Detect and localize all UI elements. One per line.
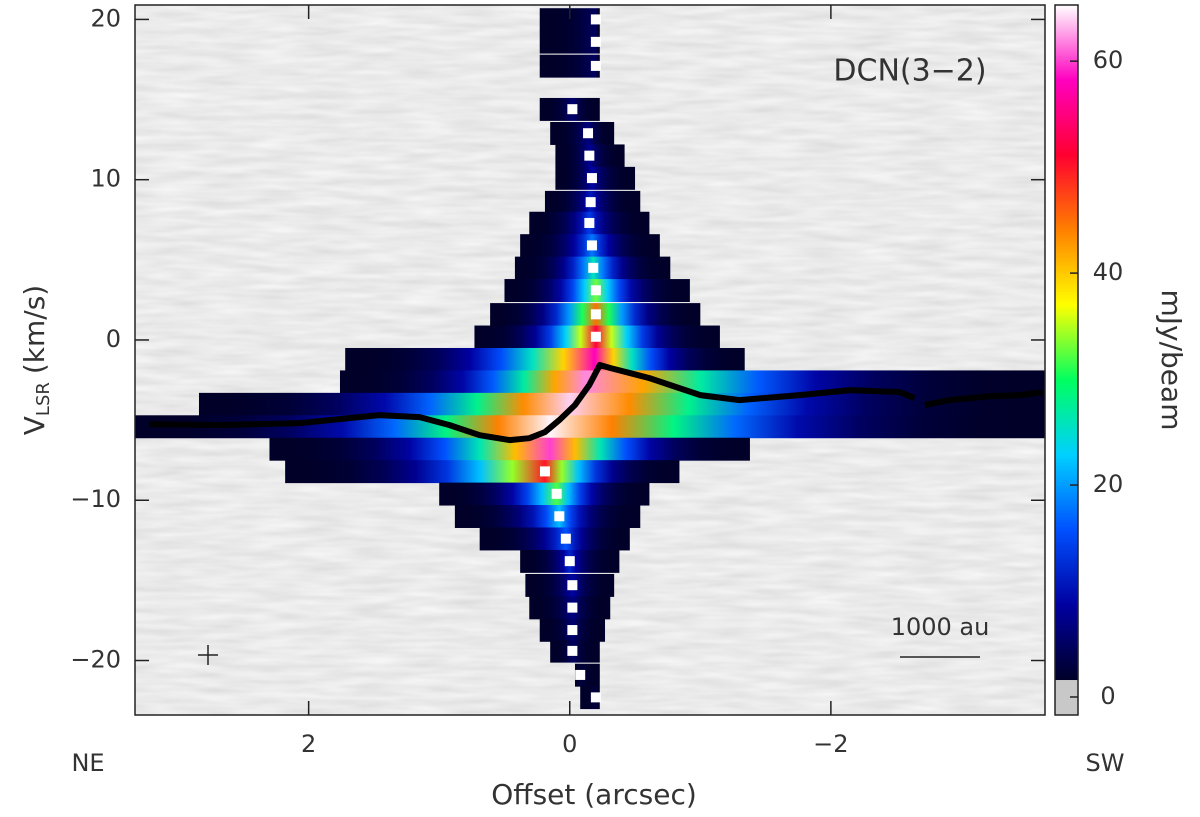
emission-channel — [269, 437, 750, 461]
peak-marker — [590, 60, 601, 71]
y-label-main: V — [18, 416, 51, 435]
peak-marker — [560, 533, 571, 544]
plot-area — [135, 8, 1045, 710]
y-tick-label: 10 — [90, 165, 121, 193]
peak-marker — [585, 197, 596, 208]
peak-marker — [588, 262, 599, 273]
x-tick-label: 2 — [301, 730, 316, 758]
y-label-sub: LSR — [33, 382, 54, 416]
peak-marker — [590, 309, 601, 320]
annotation: DCN(3−2) — [833, 54, 986, 89]
emission-channel — [580, 686, 600, 710]
scale-bar-label: 1000 au — [891, 613, 990, 641]
peak-marker — [584, 217, 595, 228]
x-tick-label: 0 — [562, 730, 577, 758]
peak-marker — [586, 173, 597, 184]
peak-marker — [590, 285, 601, 296]
emission-channel — [574, 663, 600, 687]
beam-marker — [198, 645, 218, 665]
peak-marker — [584, 150, 595, 161]
peak-marker — [590, 36, 601, 47]
peak-marker — [567, 580, 578, 591]
peak-marker — [554, 511, 565, 522]
emission-channel — [539, 8, 600, 32]
emission-channel — [539, 54, 600, 78]
peak-marker — [590, 331, 601, 342]
colorbar-tick-label: 40 — [1093, 258, 1124, 286]
emission-channel — [454, 505, 641, 528]
y-tick-label: −20 — [70, 646, 121, 674]
colorbar-tick-label: 60 — [1093, 46, 1124, 74]
emission-channel — [550, 121, 615, 145]
colorbar-label: mJy/beam — [1155, 290, 1188, 431]
peak-marker — [551, 488, 562, 499]
y-tick-label: 20 — [90, 4, 121, 32]
peak-marker — [575, 669, 586, 680]
y-label-unit: (km/s) — [18, 285, 51, 374]
peak-marker — [583, 128, 594, 139]
colorbar-tick-label: 0 — [1100, 682, 1115, 710]
peak-marker — [590, 14, 601, 25]
plot-frame — [134, 4, 1046, 716]
left-label: NE — [71, 749, 104, 777]
y-axis-label: VLSR (km/s) — [18, 285, 54, 435]
y-tick-label: −10 — [70, 485, 121, 513]
right-label: SW — [1086, 749, 1125, 777]
emission-channel — [479, 527, 630, 551]
colorbar — [1055, 5, 1078, 715]
colorbar-gradient — [1055, 5, 1078, 681]
x-axis-label: Offset (arcsec) — [491, 778, 697, 811]
colorbar-tick-label: 20 — [1093, 470, 1124, 498]
ridge-line — [149, 362, 1043, 444]
emission-channel — [198, 392, 1045, 416]
emission-channel — [439, 482, 650, 506]
emission-channel — [339, 370, 1045, 394]
peak-marker — [567, 104, 578, 115]
y-tick-label: 0 — [106, 325, 121, 353]
peak-marker — [539, 466, 550, 477]
emission-channel — [345, 347, 745, 371]
peak-marker — [564, 556, 575, 567]
emission-channel — [539, 30, 600, 54]
x-tick-label: −2 — [813, 730, 848, 758]
peak-marker — [586, 240, 597, 251]
peak-marker — [567, 645, 578, 656]
colorbar-frame — [1054, 4, 1079, 716]
peak-marker — [590, 692, 601, 703]
peak-marker — [567, 602, 578, 613]
colorbar-mask — [1055, 680, 1078, 715]
peak-marker — [567, 625, 578, 636]
emission-channel — [285, 460, 680, 484]
emission-channel — [135, 415, 1045, 439]
